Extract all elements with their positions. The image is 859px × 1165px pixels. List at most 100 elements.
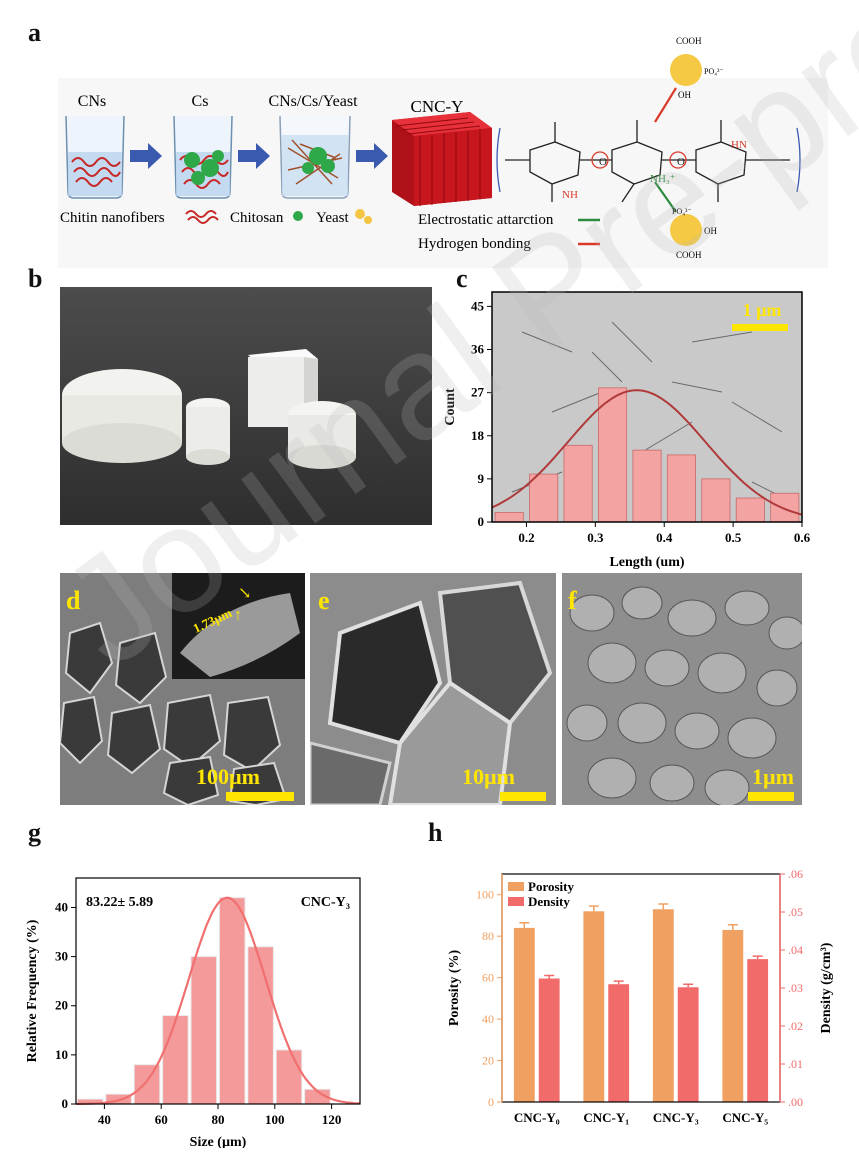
x-axis-label: Size (µm)	[190, 1135, 247, 1148]
histogram-bar	[529, 473, 559, 523]
inset-arrow-1: ↘	[238, 585, 252, 602]
legend-electrostatic: Electrostatic attarction	[418, 212, 554, 228]
left-y-tick-label: 60	[482, 971, 494, 985]
density-bar	[608, 984, 630, 1102]
histogram-bar	[133, 1064, 161, 1105]
scalebar-d-text: 100µm	[196, 764, 261, 789]
legend-yeast-icon	[355, 209, 365, 219]
porosity-bar	[583, 911, 605, 1102]
process-arrow-3	[356, 143, 388, 169]
tem-fiber-9	[671, 381, 723, 393]
plot-frame	[491, 291, 803, 523]
y-axis-label: Relative Frequency (%)	[25, 919, 40, 1062]
x-axis-label: Length (um)	[609, 555, 684, 570]
x-tick-label: 120	[322, 1112, 342, 1127]
beaker-label-mix: CNs/Cs/Yeast	[268, 93, 358, 110]
chart-h-porosity-density: CNC-Y₀ CNC-Y₁ CNC-Y₃ CNC-Y₅ 0 20 40 60 80 100 .00.…	[447, 867, 834, 1125]
legend-density-label: Density	[528, 894, 570, 909]
yeast-particle-bottom	[670, 214, 702, 246]
y-tick-label: 40	[55, 899, 68, 914]
beaker-label-cs: Cs	[192, 93, 209, 110]
series-label: CNC-Y₃	[301, 895, 350, 910]
right-y-tick-label: .06	[788, 867, 803, 881]
legend-chitin-nanofibers: Chitin nanofibers	[60, 210, 165, 226]
x-category-label: CNC-Y₁	[583, 1110, 629, 1125]
x-tick-label: 0.5	[725, 530, 742, 545]
x-tick-label: 100	[265, 1112, 285, 1127]
left-y-tick-label: 0	[488, 1095, 494, 1109]
right-y-tick-label: .00	[788, 1095, 803, 1109]
panel-d-label: d	[66, 586, 81, 615]
beaker-label-cns: CNs	[78, 93, 106, 110]
sem-image-d: 1.73µm ↘ ↑	[60, 573, 305, 805]
nh-label: NH	[562, 189, 578, 201]
right-y-tick-label: .01	[788, 1057, 803, 1071]
y-axis-label: Count	[443, 388, 458, 426]
y-tick-label: 36	[471, 342, 485, 357]
scalebar-c-text: 1 µm	[743, 300, 782, 320]
porosity-bar	[652, 909, 674, 1102]
panel-c-label: c	[456, 264, 468, 293]
chart-g-size-distribution: 40 60 80 100 120 0 10 20 30 40 83.22± 5.89 CNC-Y₃ Si…	[25, 877, 361, 1148]
panel-a-label: a	[28, 18, 41, 47]
legend-chitosan-icon	[293, 211, 303, 221]
panel-f-label: f	[568, 586, 577, 615]
scalebar-e-text: 10µm	[462, 764, 516, 789]
panel-b-label: b	[28, 264, 43, 293]
x-tick-label: 80	[212, 1112, 225, 1127]
density-error-bar	[613, 980, 624, 985]
tem-fiber-5	[641, 421, 693, 453]
panel-g-label: g	[28, 818, 41, 847]
gaussian-fit-curve	[76, 896, 361, 1105]
oh-top: OH	[678, 90, 691, 100]
legend-hydrogen: Hydrogen bonding	[418, 236, 531, 252]
scalebar-e	[500, 792, 546, 801]
yeast-particle-top	[670, 54, 702, 86]
scalebar-d	[226, 792, 294, 801]
tem-fiber-0	[521, 331, 573, 353]
porosity-error-bar	[519, 921, 530, 928]
po4-top: PO₄³⁻	[704, 67, 724, 76]
chart-c-length-histogram: 1 µm 0.2 0.3 0.4 0.5 0.6 0 9 18 27 36 45 Length (um)…	[443, 291, 811, 570]
right-y-tick-label: .02	[788, 1019, 803, 1033]
density-bar	[538, 978, 560, 1102]
porosity-error-bar	[727, 924, 738, 930]
histogram-bar	[563, 444, 593, 523]
x-category-label: CNC-Y₅	[722, 1110, 768, 1125]
density-bar	[677, 987, 699, 1102]
left-y-tick-label: 100	[476, 888, 494, 902]
nh3-label: NH₃⁺	[650, 173, 676, 185]
beaker-cs	[173, 115, 233, 199]
glycosidic-o-1: O	[599, 156, 607, 168]
y-tick-label: 10	[55, 1047, 68, 1062]
sem-image-e	[310, 573, 556, 805]
histogram-bar	[735, 497, 765, 523]
process-arrow-2	[238, 143, 270, 169]
x-tick-label: 60	[155, 1112, 168, 1127]
process-arrow-1	[130, 143, 162, 169]
porosity-bar	[722, 929, 744, 1102]
y-tick-label: 9	[478, 471, 485, 486]
tem-fiber-1	[611, 321, 653, 363]
right-y-tick-label: .03	[788, 981, 803, 995]
x-tick-label: 0.6	[794, 530, 811, 545]
porosity-error-bar	[658, 903, 669, 910]
cnc-y-block	[392, 112, 492, 206]
photo-aerogels	[60, 287, 432, 525]
tem-fiber-2	[691, 331, 753, 343]
y-tick-label: 20	[55, 998, 68, 1013]
right-y-axis-label: Density (g/cm³)	[819, 942, 834, 1033]
x-tick-label: 0.2	[518, 530, 534, 545]
beaker-label-cncy: CNC-Y	[411, 97, 464, 116]
histogram-bar	[494, 512, 524, 523]
scalebar-f-text: 1µm	[752, 764, 795, 789]
y-tick-label: 18	[471, 428, 485, 443]
y-tick-label: 0	[478, 514, 485, 529]
histogram-bar	[770, 492, 800, 523]
porosity-bar	[513, 927, 535, 1102]
hn-label: HN	[731, 139, 747, 151]
histogram-bar	[598, 387, 628, 523]
porosity-error-bar	[588, 905, 599, 912]
cooh-top: COOH	[676, 36, 702, 46]
histogram-bar	[218, 897, 246, 1105]
